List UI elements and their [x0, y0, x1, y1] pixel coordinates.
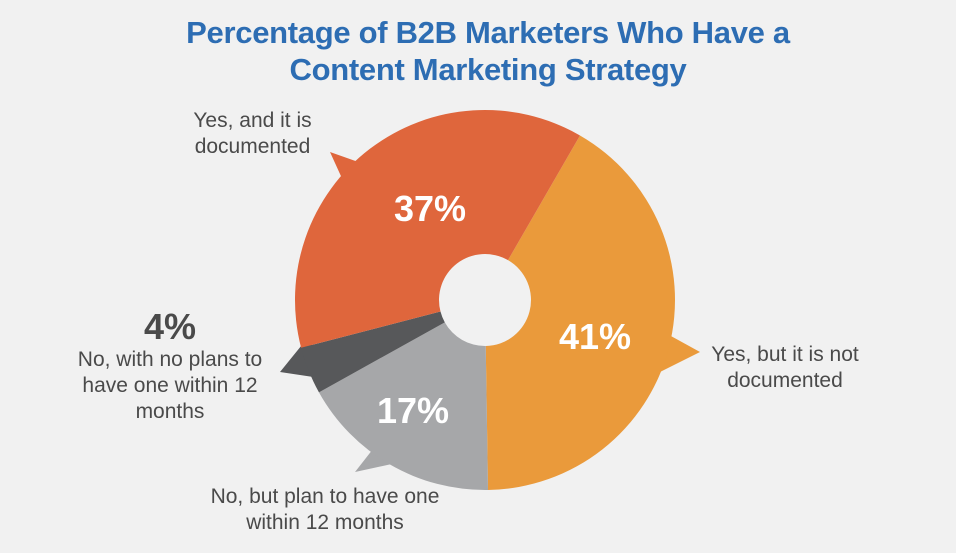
donut-slice — [485, 135, 675, 490]
value-label: 41% — [558, 316, 632, 357]
slice-category-label: Yes, but it is not documented — [711, 343, 859, 392]
value-label: 4% — [143, 306, 197, 347]
donut-slice — [295, 110, 580, 348]
value-label: 17% — [376, 390, 450, 431]
chart-title: Percentage of B2B Marketers Who Have a C… — [186, 15, 790, 87]
donut-slice — [318, 322, 489, 490]
donut-slice — [301, 311, 445, 393]
slice-category-label: No, with no plans to have one within 12 … — [77, 348, 263, 423]
slice-category-label: No, but plan to have one within 12 month… — [210, 485, 440, 534]
value-label: 37% — [393, 188, 467, 229]
slice-category-label: Yes, and it is documented — [193, 109, 312, 158]
